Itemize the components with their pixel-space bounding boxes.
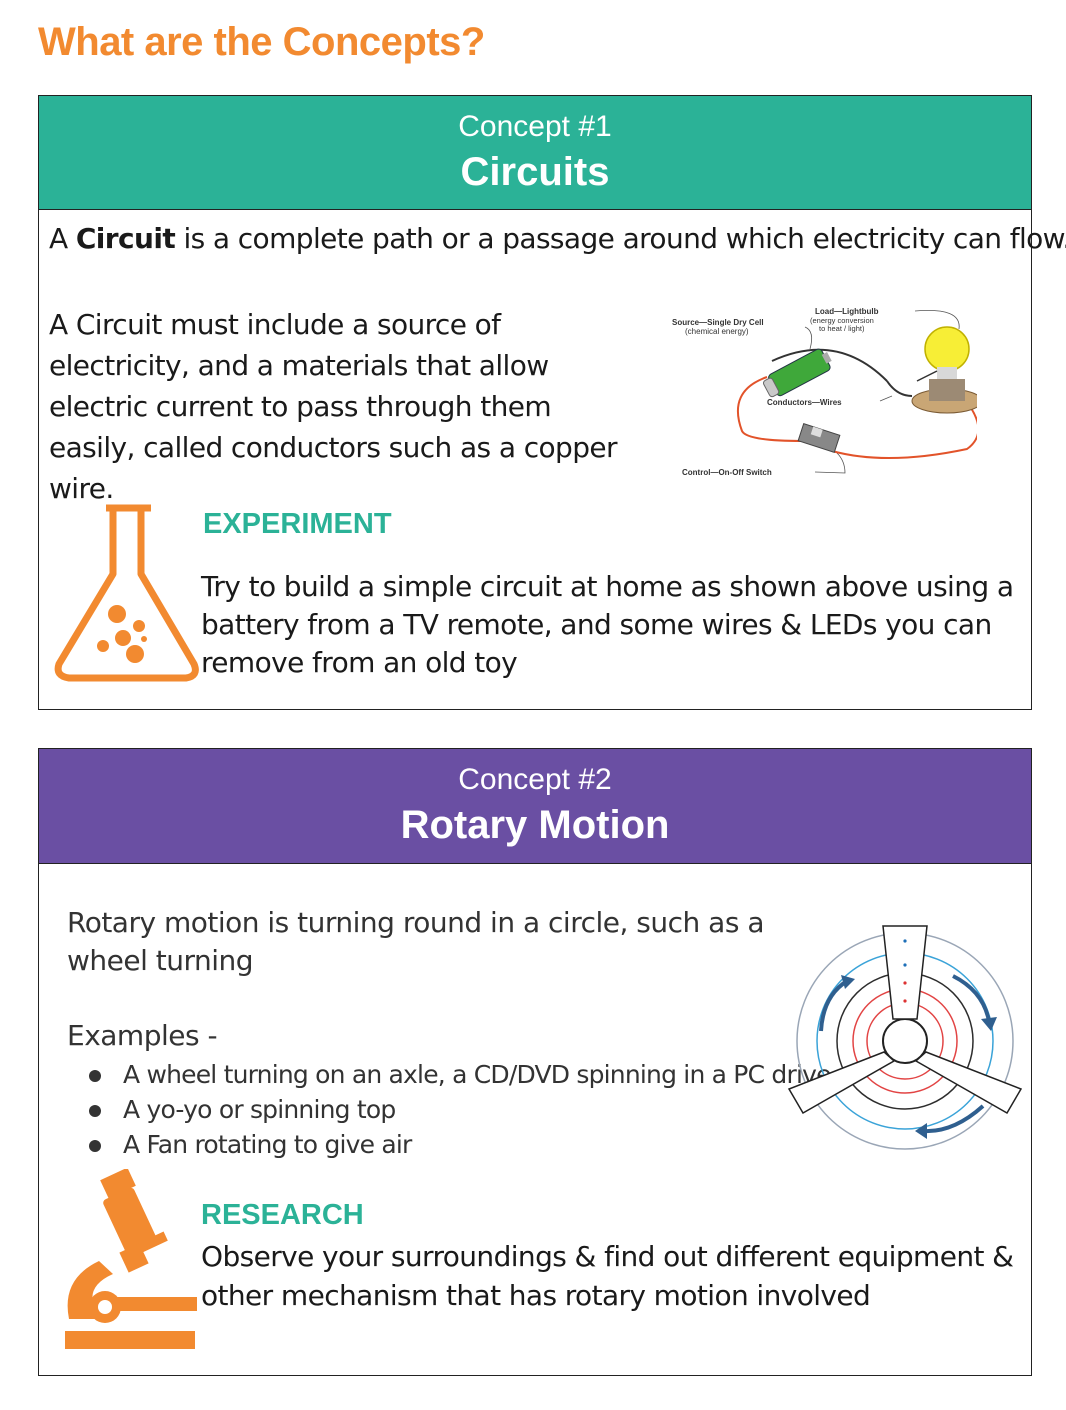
concept-name: Rotary Motion	[400, 803, 670, 847]
concept-card-rotary-motion: Concept #2 Rotary Motion Rotary motion i…	[38, 748, 1032, 1376]
concept-header: Concept #1 Circuits	[39, 96, 1031, 210]
experiment-text: Try to build a simple circuit at home as…	[201, 570, 1014, 679]
list-item: A wheel turning on an axle, a CD/DVD spi…	[89, 1057, 831, 1092]
circuit-body-text: A Circuit must include a source of elect…	[49, 308, 618, 505]
source-sub: (chemical energy)	[685, 327, 749, 336]
concept-header: Concept #2 Rotary Motion	[39, 749, 1031, 864]
load-sub2: to heat / light)	[819, 324, 865, 333]
load-sub1: (energy conversion	[810, 316, 874, 325]
list-item: A Fan rotating to give air	[89, 1127, 831, 1162]
experiment-heading: EXPERIMENT	[203, 508, 392, 540]
research-text: Observe your surroundings & find out dif…	[201, 1240, 1014, 1312]
microscope-icon	[65, 1169, 197, 1349]
load-label: Load—Lightbulb	[815, 307, 879, 316]
source-label: Source—Single Dry Cell	[672, 318, 764, 327]
circuit-diagram: Source—Single Dry Cell (chemical energy)…	[672, 307, 977, 477]
research-heading: RESEARCH	[201, 1199, 364, 1231]
concept-number: Concept #1	[458, 110, 612, 143]
circuit-definition: A Circuit is a complete path or a passag…	[49, 222, 1066, 255]
concept-number: Concept #2	[458, 763, 612, 796]
list-item: A yo-yo or spinning top	[89, 1092, 831, 1127]
conductors-label: Conductors—Wires	[767, 398, 842, 407]
examples-label: Examples -	[67, 1019, 218, 1052]
examples-list: A wheel turning on an axle, a CD/DVD spi…	[89, 1057, 831, 1162]
rotary-diagram	[787, 925, 1023, 1150]
flask-icon	[54, 504, 199, 682]
circuit-term: Circuit	[75, 222, 176, 255]
concept-card-circuits: Concept #1 Circuits A Circuit is a compl…	[38, 95, 1066, 710]
control-label: Control—On-Off Switch	[682, 468, 772, 477]
page-title: What are the Concepts?	[38, 20, 485, 64]
rotary-body-text: Rotary motion is turning round in a circ…	[67, 906, 764, 977]
concept-name: Circuits	[460, 150, 610, 194]
